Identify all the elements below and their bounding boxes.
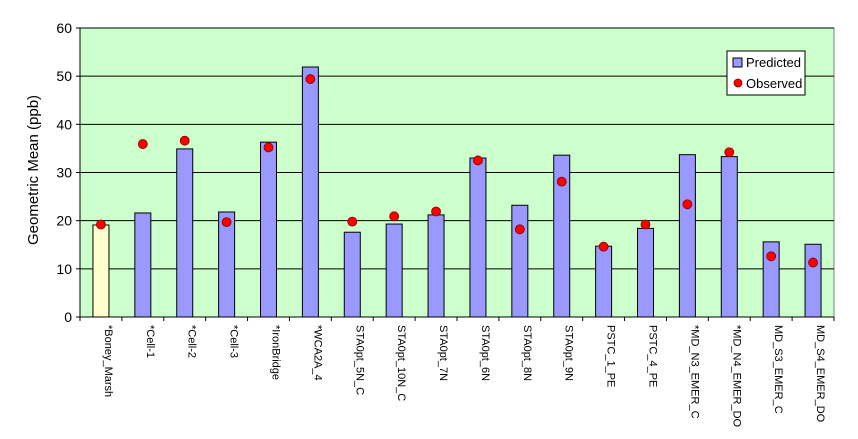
bar-predicted: [720, 156, 738, 318]
x-tick-label: *Cell-1: [144, 325, 156, 358]
bar-predicted: [176, 148, 194, 318]
marker-observed: [431, 206, 441, 217]
y-tick-label: 60: [56, 20, 72, 36]
y-tick-label: 20: [56, 213, 72, 229]
bar-predicted: [553, 154, 571, 318]
x-tick-label: STA0pt_9N: [563, 325, 575, 381]
plot-area: 0 10 20 30 40 50 60 *Boney_Marsh *Cell-1 *Cell-2 *…: [56, 20, 835, 428]
marker-observed: [263, 142, 274, 153]
y-tick-label: 10: [56, 261, 72, 277]
marker-observed: [766, 251, 777, 262]
marker-observed: [389, 211, 400, 222]
bar-predicted: [134, 212, 152, 318]
bar-predicted: [678, 154, 696, 318]
x-tick-label: MD_S3_EMER_C: [772, 325, 784, 414]
y-tick-label: 50: [56, 68, 72, 84]
x-tick-label: PSTC_4_PE: [647, 325, 659, 387]
x-tick-label: *Cell-2: [186, 325, 198, 358]
bar-predicted: [804, 243, 822, 318]
marker-observed: [808, 257, 818, 268]
legend-label-observed: Observed: [746, 76, 802, 91]
marker-observed: [598, 241, 609, 252]
x-tick-label: *Boney_Marsh: [102, 325, 114, 397]
bar-predicted: [762, 241, 780, 318]
bar-predicted: [260, 141, 277, 318]
y-axis-label: Geometric Mean (ppb): [25, 95, 42, 245]
legend-swatch-observed: [733, 78, 743, 88]
marker-observed: [179, 135, 190, 146]
x-tick-label: STA0pt_10N_C: [395, 325, 407, 401]
marker-observed: [640, 219, 651, 230]
legend-swatch-predicted: [732, 57, 743, 68]
bar-predicted: [218, 211, 236, 318]
marker-observed: [514, 224, 525, 235]
marker-observed: [473, 155, 483, 166]
bar-predicted: [511, 204, 529, 318]
bar-predicted: [637, 227, 654, 318]
x-tick-label: *Cell-3: [228, 325, 240, 358]
bar-predicted: [469, 157, 487, 318]
x-tick-label: STA0pt_8N: [521, 325, 533, 381]
bar-predicted: [427, 214, 445, 318]
x-tick-label: PSTC_1_PE: [605, 325, 617, 387]
x-tick-label: STA0pt_6N: [479, 325, 491, 381]
marker-observed: [556, 176, 567, 187]
marker-observed: [137, 139, 148, 149]
legend: Predicted Observed: [726, 50, 806, 96]
bar-predicted: [343, 231, 361, 318]
bar-predicted: [385, 223, 403, 318]
bar-predicted: [301, 66, 319, 318]
marker-observed: [221, 217, 232, 228]
bar-predicted: [595, 245, 613, 318]
x-tick-label: STA0pt_5N_C: [353, 325, 365, 395]
legend-label-predicted: Predicted: [746, 55, 801, 70]
x-tick-label: *MD_N3_EMER_C: [688, 325, 700, 419]
x-tick-label: *IronBridge: [270, 325, 282, 380]
y-tick-label: 30: [56, 165, 72, 181]
x-tick-label: *WCA2A_4: [311, 325, 323, 381]
y-tick-label: 0: [64, 309, 72, 325]
marker-observed: [682, 199, 693, 210]
marker-observed: [96, 219, 106, 230]
marker-observed: [724, 147, 735, 158]
marker-observed: [347, 216, 358, 227]
x-tick-label: MD_S4_EMER_DO: [814, 325, 826, 423]
y-tick-label: 40: [56, 116, 72, 132]
bar-predicted: [92, 224, 110, 318]
x-tick-label: STA0pt_7N: [437, 325, 449, 381]
marker-observed: [305, 74, 316, 84]
x-tick-label: *MD_N4_EMER_DO: [730, 325, 742, 428]
